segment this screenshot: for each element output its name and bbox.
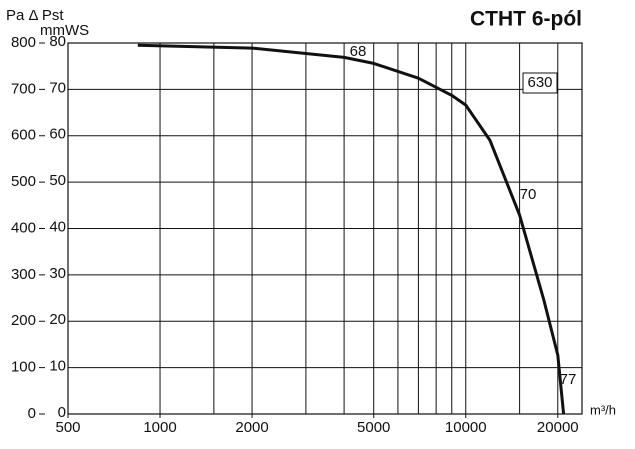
x-tick-label: 1000 <box>143 419 176 436</box>
x-tick-label: 5000 <box>357 419 390 436</box>
y-tick-label: 200 <box>11 312 36 329</box>
chart-title: CTHT 6-pól <box>470 8 582 31</box>
y-tick-label: 300 <box>11 266 36 283</box>
y-tick-label: 600 <box>11 127 36 144</box>
annotation: 630 <box>527 74 552 91</box>
y2-tick-label: 0 <box>58 404 66 421</box>
y2-tick-label: 30 <box>49 265 66 282</box>
y-tick-label: 500 <box>11 173 36 190</box>
y-axis-label: Pa Δ Pst <box>6 7 64 24</box>
y-tick-label: 700 <box>11 80 36 97</box>
y2-axis-label: mmWS <box>40 22 89 39</box>
y-tick-label: 100 <box>11 359 36 376</box>
x-axis-label: m³/h <box>590 402 616 417</box>
y2-tick-label: 40 <box>49 218 66 235</box>
annotation-box <box>522 72 558 94</box>
y2-tick-label: 10 <box>49 358 66 375</box>
annotation: 77 <box>560 371 577 388</box>
x-tick-label: 10000 <box>445 419 487 436</box>
y-tick-label: 0 <box>28 405 36 422</box>
annotation: 70 <box>520 186 537 203</box>
y2-tick-label: 80 <box>49 33 66 50</box>
x-tick-label: 2000 <box>235 419 268 436</box>
y2-tick-label: 70 <box>49 79 66 96</box>
annotation: 68 <box>350 43 367 60</box>
y2-tick-label: 20 <box>49 311 66 328</box>
curve <box>137 43 566 415</box>
y2-tick-label: 60 <box>49 126 66 143</box>
y2-tick-label: 50 <box>49 172 66 189</box>
y-tick-label: 400 <box>11 219 36 236</box>
x-tick-label: 20000 <box>537 419 579 436</box>
x-tick-label: 500 <box>55 419 80 436</box>
y-tick-label: 800 <box>11 34 36 51</box>
